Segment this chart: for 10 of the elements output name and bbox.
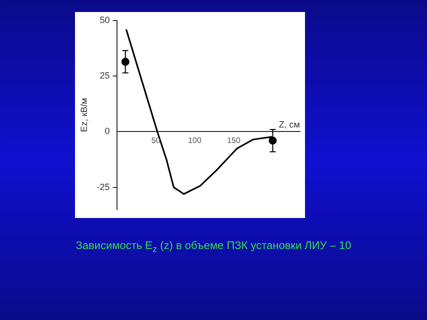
y-axis-title: Ez, кВ/м — [78, 98, 89, 132]
x-tick-label: 150 — [227, 136, 241, 145]
x-axis-title: Z, см — [278, 120, 300, 130]
y-tick-label: 0 — [104, 126, 110, 136]
text: Зависимость E$_{z}$ (z) в объеме ПЗК установки ЛИУ – 10 — [74, 240, 352, 254]
y-tick-label: 25 — [100, 70, 110, 81]
x-tick-label: 100 — [188, 136, 202, 145]
x-tick-label: 50 — [151, 136, 161, 145]
y-tick-label: 50 — [100, 14, 110, 25]
y-tick-label: -25 — [96, 182, 110, 192]
